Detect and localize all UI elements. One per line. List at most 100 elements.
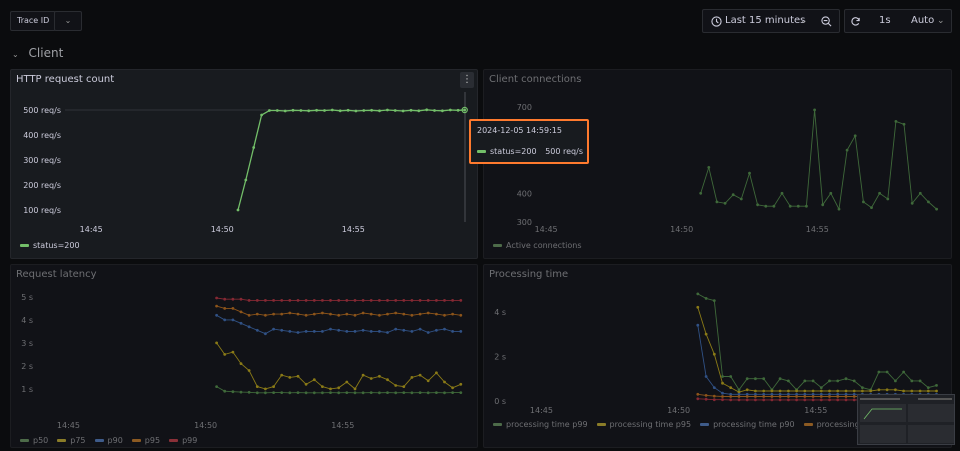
data-point xyxy=(394,299,398,302)
data-point xyxy=(772,204,776,208)
data-point xyxy=(894,120,898,123)
data-point xyxy=(255,385,259,388)
data-point xyxy=(362,109,366,112)
legend-item[interactable]: Active connections xyxy=(493,241,582,250)
chart-request-latency[interactable]: 1 s 2 s 3 s 4 s 5 s 14:45 14:50 14:55 xyxy=(11,265,479,449)
data-point xyxy=(729,375,733,378)
legend-item[interactable]: p75 xyxy=(57,436,86,445)
data-point xyxy=(721,395,724,398)
data-point xyxy=(729,386,733,389)
y-tick-label: 4 s xyxy=(21,316,33,325)
data-point xyxy=(844,395,848,398)
data-point xyxy=(918,389,922,393)
x-tick-label: 14:45 xyxy=(80,225,103,234)
data-point xyxy=(754,398,757,402)
panel-menu-icon[interactable]: ⋮ xyxy=(460,72,474,88)
data-point xyxy=(819,386,823,389)
data-point xyxy=(723,201,727,205)
legend-item[interactable]: processing time p99 xyxy=(493,420,588,429)
chart-http-request-count[interactable]: 100 req/s 200 req/s 300 req/s 400 req/s 500 … xyxy=(11,70,479,260)
legend-item[interactable]: p95 xyxy=(131,436,160,445)
data-point xyxy=(394,391,398,395)
data-point xyxy=(819,392,823,396)
legend-item[interactable]: p50 xyxy=(20,436,48,445)
chart-client-connections[interactable]: 300 400 700 14:45 14:50 14:55 xyxy=(484,70,953,260)
data-point xyxy=(811,379,815,383)
data-point xyxy=(778,392,782,396)
data-point xyxy=(426,331,430,334)
data-point xyxy=(288,311,292,315)
zoom-out-icon[interactable] xyxy=(821,16,832,27)
refresh-icon[interactable] xyxy=(850,16,861,27)
data-point xyxy=(836,398,840,402)
data-point xyxy=(353,391,357,395)
time-range-picker[interactable]: Last 15 minutes ⌄ xyxy=(702,9,840,33)
data-point xyxy=(280,373,284,377)
data-point xyxy=(353,330,357,333)
data-point xyxy=(778,377,782,381)
data-point xyxy=(844,392,848,396)
legend-item[interactable]: p90 xyxy=(94,436,123,445)
data-point xyxy=(280,328,284,332)
data-point xyxy=(236,208,240,212)
data-point xyxy=(283,109,287,113)
data-point xyxy=(451,312,454,316)
data-point xyxy=(346,108,350,112)
y-tick-label: 400 xyxy=(517,189,532,198)
refresh-picker[interactable]: 1s Auto ⌄ xyxy=(844,9,952,33)
data-point xyxy=(272,327,275,331)
data-point xyxy=(345,299,349,302)
refresh-interval[interactable]: 1s xyxy=(879,15,891,26)
auto-refresh-select[interactable]: Auto xyxy=(911,15,935,26)
data-point xyxy=(247,369,251,372)
data-point xyxy=(304,382,308,386)
data-point xyxy=(803,389,807,393)
y-tick-label: 300 xyxy=(517,218,532,227)
legend-item[interactable]: processing time p95 xyxy=(596,420,691,429)
data-point xyxy=(386,378,389,382)
data-point xyxy=(754,377,757,381)
legend-item[interactable]: status=200 xyxy=(20,241,80,250)
panel-client-connections[interactable]: Client connections 300 400 700 14:45 14:50 14… xyxy=(483,69,952,259)
data-point xyxy=(935,384,938,387)
tooltip-row: status=200 500 req/s xyxy=(477,147,583,156)
data-point xyxy=(852,389,856,393)
data-point xyxy=(803,395,807,398)
data-point xyxy=(459,299,463,302)
data-point xyxy=(345,380,349,384)
data-point xyxy=(323,109,326,112)
data-point xyxy=(828,395,831,398)
data-point xyxy=(337,328,341,332)
data-point xyxy=(288,376,292,379)
data-point xyxy=(852,398,856,402)
variable-select-trace-id[interactable]: ⌄ xyxy=(54,11,82,31)
data-point xyxy=(315,108,318,112)
data-point xyxy=(296,299,300,302)
data-point xyxy=(426,299,430,302)
data-point xyxy=(410,330,414,333)
data-point xyxy=(829,191,833,195)
x-tick-label: 14:45 xyxy=(535,225,558,234)
data-point xyxy=(902,370,905,374)
legend-item[interactable]: processing time p90 xyxy=(700,420,795,429)
chevron-down-icon: ⌄ xyxy=(12,50,19,59)
chevron-down-icon: ⌄ xyxy=(800,16,808,26)
data-point xyxy=(778,389,782,393)
data-point xyxy=(745,395,749,398)
data-point xyxy=(819,398,823,402)
chevron-down-icon: ⌄ xyxy=(937,16,945,26)
y-tick-label: 2 s xyxy=(21,362,33,371)
x-tick-label: 14:50 xyxy=(667,406,690,415)
data-point xyxy=(721,381,724,385)
data-point xyxy=(264,299,267,302)
data-point xyxy=(459,313,463,317)
data-point xyxy=(770,389,774,393)
row-header-client[interactable]: ⌄ Client xyxy=(12,46,63,60)
data-point xyxy=(910,379,914,383)
y-tick-label: 4 s xyxy=(494,308,506,317)
panel-request-latency[interactable]: Request latency 1 s 2 s 3 s 4 s 5 s 14:45 14:5… xyxy=(10,264,478,448)
panel-http-request-count[interactable]: HTTP request count ⋮ 100 req/s 200 req/s 3… xyxy=(10,69,478,259)
data-point xyxy=(296,391,300,394)
legend-item[interactable]: p99 xyxy=(169,436,197,445)
data-point xyxy=(737,388,741,392)
